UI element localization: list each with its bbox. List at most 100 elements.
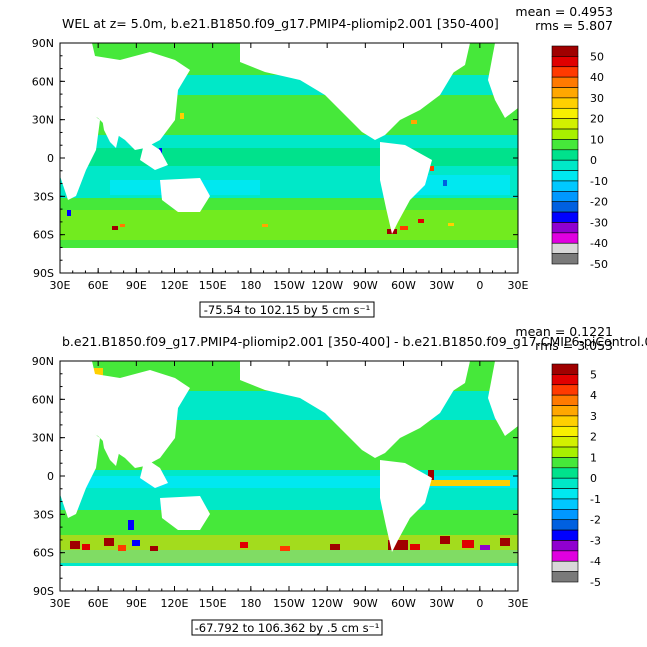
panel-2-land-africa	[60, 410, 100, 518]
panel-1-land-europe-west	[488, 43, 518, 118]
colorbar-label: 30	[590, 92, 604, 105]
panel-1-land-antarctica	[60, 248, 518, 273]
colorbar-label: 50	[590, 50, 604, 63]
colorbar-label: -40	[590, 237, 608, 250]
x-tick-label: 60E	[88, 597, 109, 610]
colorbar-label: 1	[590, 451, 597, 464]
colorbar-swatch	[551, 457, 579, 469]
panel-1-rms: rms = 5.807	[535, 18, 613, 33]
colorbar-swatch	[551, 149, 579, 161]
panel-1-range-label: -75.54 to 102.15 by 5 cm s⁻¹	[204, 303, 370, 317]
colorbar-swatch	[551, 425, 579, 437]
x-tick-label: 0	[476, 597, 483, 610]
colorbar-swatch	[551, 415, 579, 427]
panel-1-band-equator	[60, 148, 518, 166]
panel-1-band-southern	[60, 198, 518, 248]
panel-1-land-africa	[60, 92, 100, 200]
colorbar-label: 3	[590, 410, 597, 423]
x-tick-label: 0	[476, 279, 483, 292]
colorbar-swatch	[551, 191, 579, 203]
panel-1-land-north-america	[240, 43, 460, 140]
panel-1-band-acc	[60, 210, 518, 240]
x-tick-label: 60W	[391, 597, 416, 610]
x-tick-label: 120W	[311, 597, 343, 610]
colorbar-swatch	[551, 201, 579, 213]
panel-2-land-north-america	[240, 361, 460, 458]
x-tick-label: 30E	[50, 597, 71, 610]
x-tick-label: 120W	[311, 279, 343, 292]
colorbar-swatch	[551, 498, 579, 510]
colorbar-label: -3	[590, 534, 601, 547]
colorbar-swatch	[551, 97, 579, 109]
panel-1-map	[60, 43, 518, 273]
panel-2-range-label: -67.792 to 106.362 by .5 cm s⁻¹	[195, 621, 380, 635]
colorbar-label: 2	[590, 431, 597, 444]
panel-1-axes: 30E 60E 90E 120E 150E 180 150W 120W 90W 60W 30W 0 30…	[32, 37, 529, 292]
colorbar-swatch	[551, 519, 579, 531]
panel-2-land-india	[102, 436, 122, 466]
colorbar-label: -4	[590, 555, 601, 568]
x-tick-label: 30W	[429, 279, 454, 292]
y-tick-label: 0	[47, 470, 54, 483]
panel-2-land-south-america	[380, 460, 432, 552]
colorbar-swatch	[551, 560, 579, 572]
panel-2-land-europe-west	[488, 361, 518, 436]
x-tick-label: 30E	[508, 597, 529, 610]
panel-1-land-australia	[160, 178, 210, 212]
panel-2-rms: rms = 3.053	[535, 338, 613, 353]
y-tick-label: 30N	[32, 432, 54, 445]
panel-2-mean: mean = 0.1221	[515, 324, 613, 339]
colorbar-swatch	[551, 180, 579, 192]
x-tick-label: 120E	[161, 279, 189, 292]
x-tick-label: 150E	[199, 279, 227, 292]
panel-2-range-box	[191, 619, 383, 636]
y-tick-label: 30S	[33, 190, 54, 203]
colorbar-swatch	[551, 384, 579, 396]
colorbar-swatch	[551, 107, 579, 119]
panel-1-land	[60, 43, 518, 273]
panel-1-atlantic-patch	[400, 175, 510, 195]
colorbar-label: 0	[590, 154, 597, 167]
x-tick-label: 30E	[50, 279, 71, 292]
colorbar-label: -10	[590, 175, 608, 188]
colorbar-swatch	[551, 159, 579, 171]
colorbar-swatch	[551, 394, 579, 406]
panel-1-mean: mean = 0.4953	[515, 4, 613, 19]
x-tick-label: 150W	[273, 279, 305, 292]
panel-2-land-europe-asia	[60, 361, 190, 468]
colorbar-label: 0	[590, 472, 597, 485]
panel-1-colorbar: 50 40 30 20 10 0 -10 -20 -30 -40 -50	[551, 45, 608, 271]
panel-2-land-australia	[160, 496, 210, 530]
colorbar-swatch	[551, 540, 579, 552]
colorbar-label: 40	[590, 71, 604, 84]
colorbar-swatch	[551, 56, 579, 68]
panel-1-land-greenland	[420, 43, 470, 78]
colorbar-swatch	[551, 446, 579, 458]
panel-1-land-south-america	[380, 142, 432, 234]
x-tick-label: 120E	[161, 597, 189, 610]
y-tick-label: 60S	[33, 547, 54, 560]
colorbar-swatch	[551, 253, 579, 265]
colorbar-swatch	[551, 509, 579, 521]
panel-1: WEL at z= 5.0m, b.e21.B1850.f09_g17.PMIP…	[32, 4, 613, 318]
colorbar-label: 4	[590, 389, 597, 402]
x-tick-label: 30E	[508, 279, 529, 292]
y-tick-label: 60N	[32, 75, 54, 88]
panel-2-axes: 30E 60E 90E 120E 150E 180 150W 120W 90W 60W 30W 0 30…	[32, 355, 529, 610]
colorbar-swatch	[551, 211, 579, 223]
colorbar-swatch	[551, 488, 579, 500]
colorbar-swatch	[551, 222, 579, 234]
x-tick-label: 90W	[353, 597, 378, 610]
x-tick-label: 180	[240, 597, 261, 610]
panel-2-map	[60, 361, 518, 591]
colorbar-swatch	[551, 170, 579, 182]
x-tick-label: 60W	[391, 279, 416, 292]
colorbar-label: 10	[590, 133, 604, 146]
x-tick-label: 90W	[353, 279, 378, 292]
colorbar-swatch	[551, 242, 579, 254]
x-tick-label: 90E	[126, 279, 147, 292]
colorbar-swatch	[551, 76, 579, 88]
x-tick-label: 180	[240, 279, 261, 292]
panel-2: b.e21.B1850.f09_g17.PMIP4-pliomip2.001 […	[32, 324, 647, 636]
